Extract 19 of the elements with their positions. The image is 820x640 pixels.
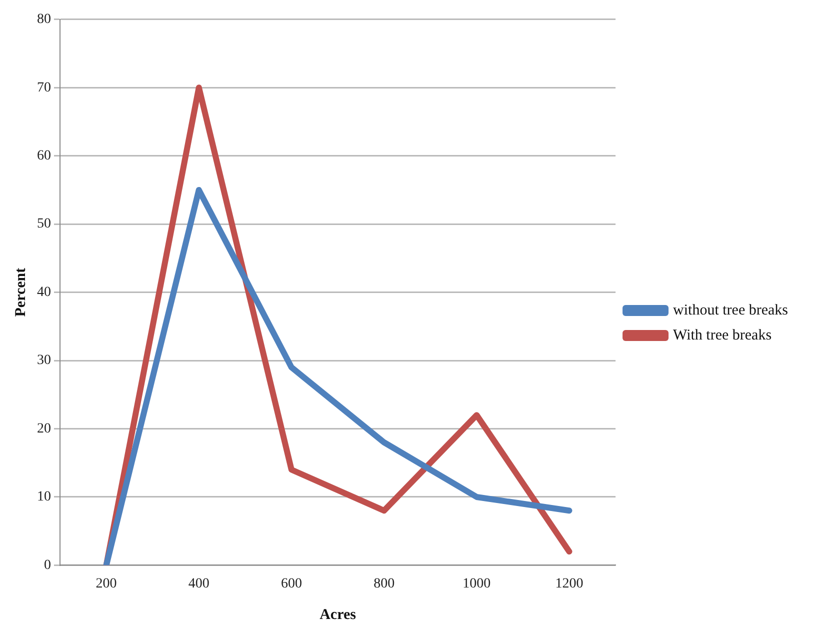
x-tick-label: 1000 <box>462 576 491 592</box>
y-tick-label: 0 <box>44 558 51 573</box>
x-axis-title: Acres <box>320 606 356 623</box>
y-tick-label: 70 <box>37 80 51 96</box>
y-tick-label: 60 <box>37 148 51 164</box>
y-tick-label: 10 <box>37 490 51 505</box>
y-axis-title: Percent <box>12 268 29 317</box>
y-tick-label: 80 <box>37 12 51 28</box>
legend-label: without tree breaks <box>673 302 788 318</box>
x-tick-label: 600 <box>280 576 302 592</box>
y-tick-label: 50 <box>37 216 51 232</box>
x-tick-label: 400 <box>188 576 210 592</box>
x-tick-label: 800 <box>374 576 395 592</box>
y-tick-label: 40 <box>37 284 51 300</box>
y-tick-label: 20 <box>37 421 51 436</box>
x-tick-label: 1200 <box>555 576 584 592</box>
legend-label: With tree breaks <box>673 327 772 344</box>
y-tick-label: 30 <box>37 353 51 368</box>
x-tick-label: 200 <box>96 576 117 592</box>
